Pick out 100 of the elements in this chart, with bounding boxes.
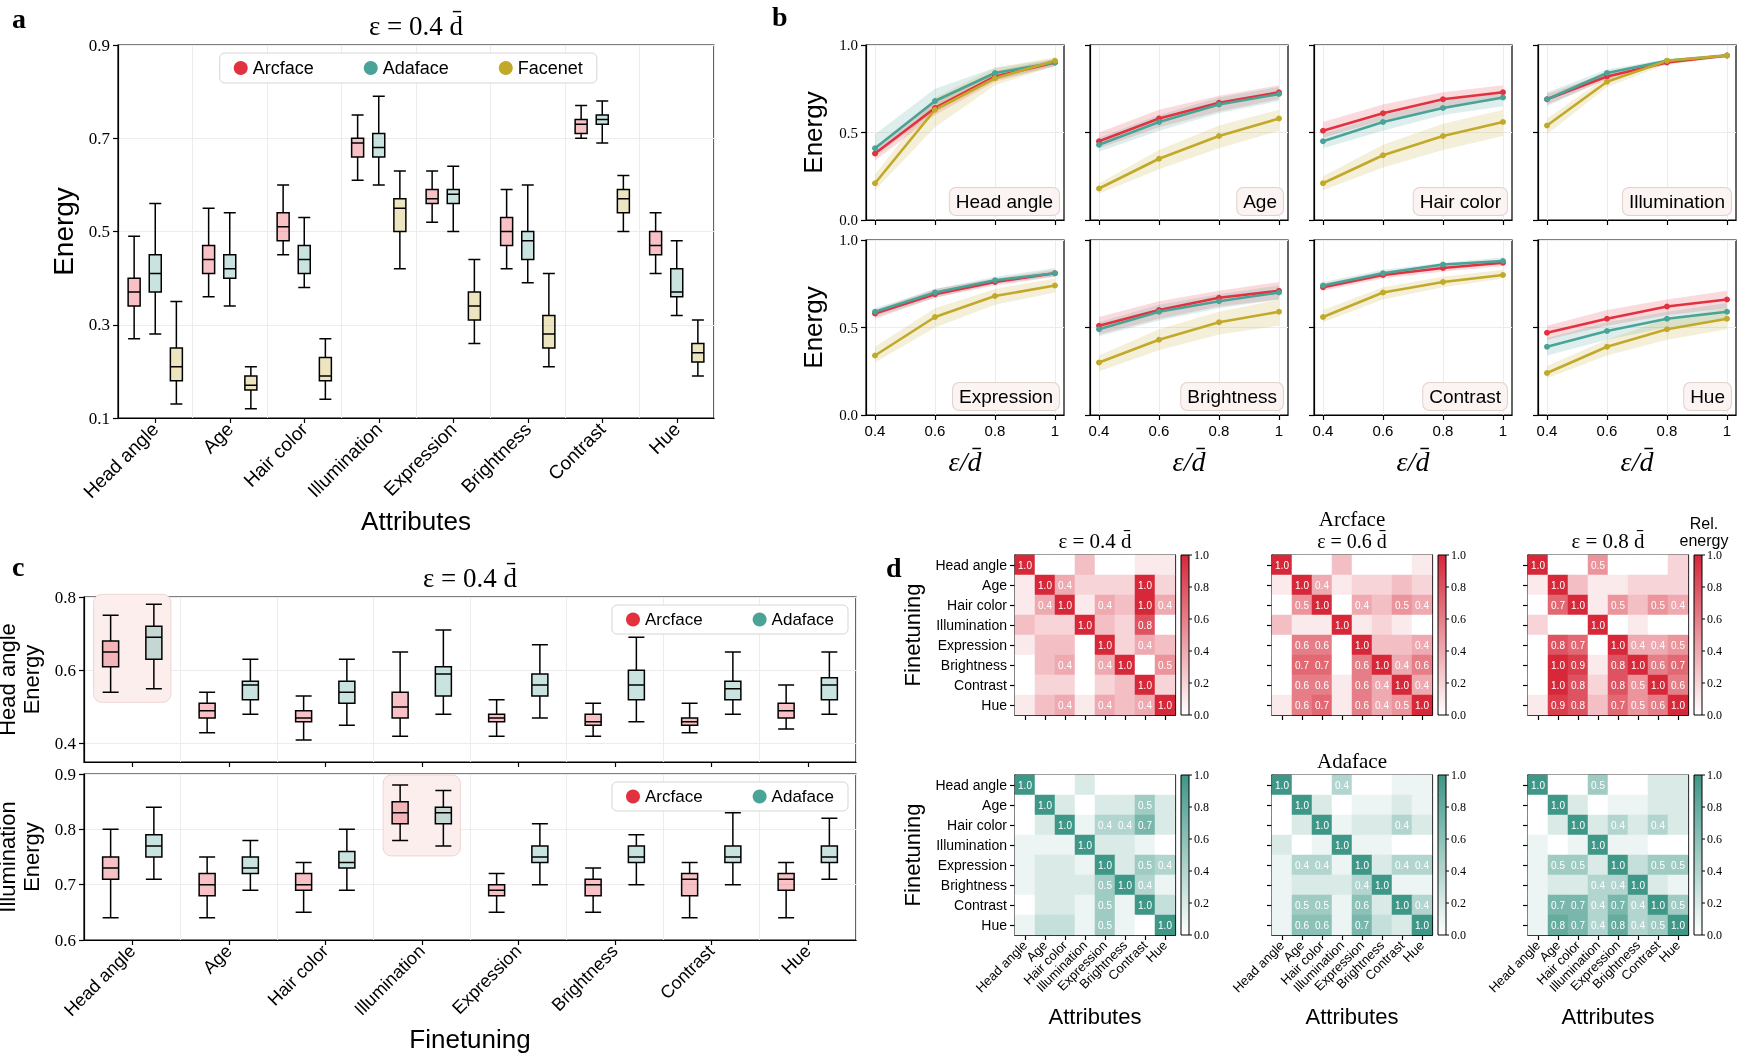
point xyxy=(1664,303,1670,310)
data-label: 1.0 xyxy=(1355,639,1370,651)
point xyxy=(1724,308,1730,315)
point xyxy=(1500,89,1506,96)
y-tick-label: Head angle xyxy=(935,777,1008,793)
y-tick-label: Illumination xyxy=(936,617,1007,633)
y-tick-label: 0.1 xyxy=(88,408,110,428)
color-bar-label: 0.8 xyxy=(1194,800,1209,814)
color-bar-label: 0.2 xyxy=(1451,676,1466,690)
y-tick-label: 0.3 xyxy=(88,315,110,335)
legend-label: Adaface xyxy=(771,787,835,806)
data-label: 1.0 xyxy=(1098,859,1113,871)
data-label: 0.4 xyxy=(1098,819,1113,831)
data-label: 0.4 xyxy=(1058,659,1073,671)
legend-label: Adaface xyxy=(382,58,449,78)
point xyxy=(1724,315,1730,322)
data-label: 0.7 xyxy=(1355,919,1370,931)
data-label: 0.5 xyxy=(1098,879,1113,891)
y-tick-label: 0.7 xyxy=(54,875,77,895)
point xyxy=(1500,119,1506,125)
point xyxy=(1544,122,1550,129)
point xyxy=(1604,315,1610,322)
data-label: 0.4 xyxy=(1098,699,1113,711)
legend-label: Arcface xyxy=(644,787,703,806)
point xyxy=(1096,326,1102,333)
data-label: 0.4 xyxy=(1118,819,1133,831)
x-tick-label: 0.6 xyxy=(1372,422,1394,439)
data-label: 0.4 xyxy=(1355,599,1370,611)
y-tick-label: Brightness xyxy=(940,877,1007,893)
chart-title: ε = 0.4 d̄ xyxy=(422,562,518,593)
data-label: 1.0 xyxy=(1138,579,1153,591)
data-label: 1.0 xyxy=(1375,879,1390,891)
data-label: 0.5 xyxy=(1631,679,1646,691)
y-tick-label: 0.8 xyxy=(54,587,76,607)
point xyxy=(872,145,878,152)
x-tick-label: 1 xyxy=(1274,422,1284,439)
point xyxy=(1380,119,1386,125)
y-tick-label: 0.9 xyxy=(88,35,110,55)
data-label: 0.4 xyxy=(1651,819,1666,831)
data-label: 0.4 xyxy=(1375,699,1390,711)
x-axis-title: ε/d̄ xyxy=(948,445,983,477)
data-label: 0.5 xyxy=(1295,599,1310,611)
point xyxy=(1604,78,1610,85)
data-label: 0.6 xyxy=(1295,679,1310,691)
point xyxy=(1276,115,1282,122)
data-label: 0.5 xyxy=(1098,919,1113,931)
text: d xyxy=(886,551,902,583)
data-label: 1.0 xyxy=(1551,659,1566,671)
data-label: 0.5 xyxy=(1671,899,1686,911)
data-label: 0.4 xyxy=(1415,899,1430,911)
y-axis-title: Energy xyxy=(48,187,80,276)
y-axis-title: Head angle Energy xyxy=(0,623,45,736)
color-bar-label: 0.4 xyxy=(1451,864,1466,878)
legend-label: Arcface xyxy=(252,58,314,78)
data-label: 1.0 xyxy=(1158,919,1173,931)
color-bar-label: 0.8 xyxy=(1707,580,1722,594)
x-tick-label: Hue xyxy=(644,418,685,459)
data-label: 0.5 xyxy=(1395,699,1410,711)
data-label: 0.4 xyxy=(1415,599,1430,611)
x-axis-title: Finetuning xyxy=(409,1024,531,1054)
data-label: 0.9 xyxy=(1551,699,1566,711)
data-label: 1.0 xyxy=(1138,679,1153,691)
data-label: 1.0 xyxy=(1098,639,1113,651)
color-bar-label: 0.6 xyxy=(1707,832,1722,846)
data-label: 1.0 xyxy=(1571,819,1586,831)
x-axis-title: ε/d̄ xyxy=(1620,445,1655,477)
data-label: 0.7 xyxy=(1611,699,1626,711)
data-label: 1.0 xyxy=(1375,659,1390,671)
x-tick-label: 0.8 xyxy=(1656,422,1678,439)
y-axis-title: Energy xyxy=(798,286,828,369)
y-tick-label: 0.8 xyxy=(54,819,76,839)
y-tick-label: Hue xyxy=(981,917,1008,933)
data-label: 1.0 xyxy=(1058,819,1073,831)
data-label: 1.0 xyxy=(1551,799,1566,811)
data-label: 0.6 xyxy=(1355,899,1370,911)
data-label: 0.7 xyxy=(1138,819,1153,831)
data-label: 0.5 xyxy=(1611,599,1626,611)
data-label: 0.5 xyxy=(1631,699,1646,711)
text: a xyxy=(12,2,26,34)
x-axis-title: ε/d̄ xyxy=(1172,445,1207,477)
data-label: 1.0 xyxy=(1611,859,1626,871)
point xyxy=(1440,279,1446,285)
data-label: 0.5 xyxy=(1591,559,1606,571)
point xyxy=(1320,138,1326,145)
text: b xyxy=(772,0,788,32)
y-tick-label: Hair color xyxy=(947,817,1008,833)
data-label: 0.4 xyxy=(1631,639,1646,651)
data-label: 1.0 xyxy=(1078,619,1093,631)
point xyxy=(1156,155,1162,162)
data-label: 1.0 xyxy=(1295,579,1310,591)
color-bar-label: 0.8 xyxy=(1194,580,1209,594)
color-bar-label: 0.8 xyxy=(1451,580,1466,594)
legend-label: Facenet xyxy=(517,58,583,78)
point xyxy=(1664,315,1670,322)
data-label: 0.8 xyxy=(1551,919,1566,931)
y-tick-label: 0.7 xyxy=(88,128,111,148)
data-label: 0.6 xyxy=(1355,699,1370,711)
color-bar-label: 0.2 xyxy=(1194,676,1209,690)
color-bar-label: 0.6 xyxy=(1194,832,1209,846)
x-tick-label: 0.4 xyxy=(1088,422,1110,439)
